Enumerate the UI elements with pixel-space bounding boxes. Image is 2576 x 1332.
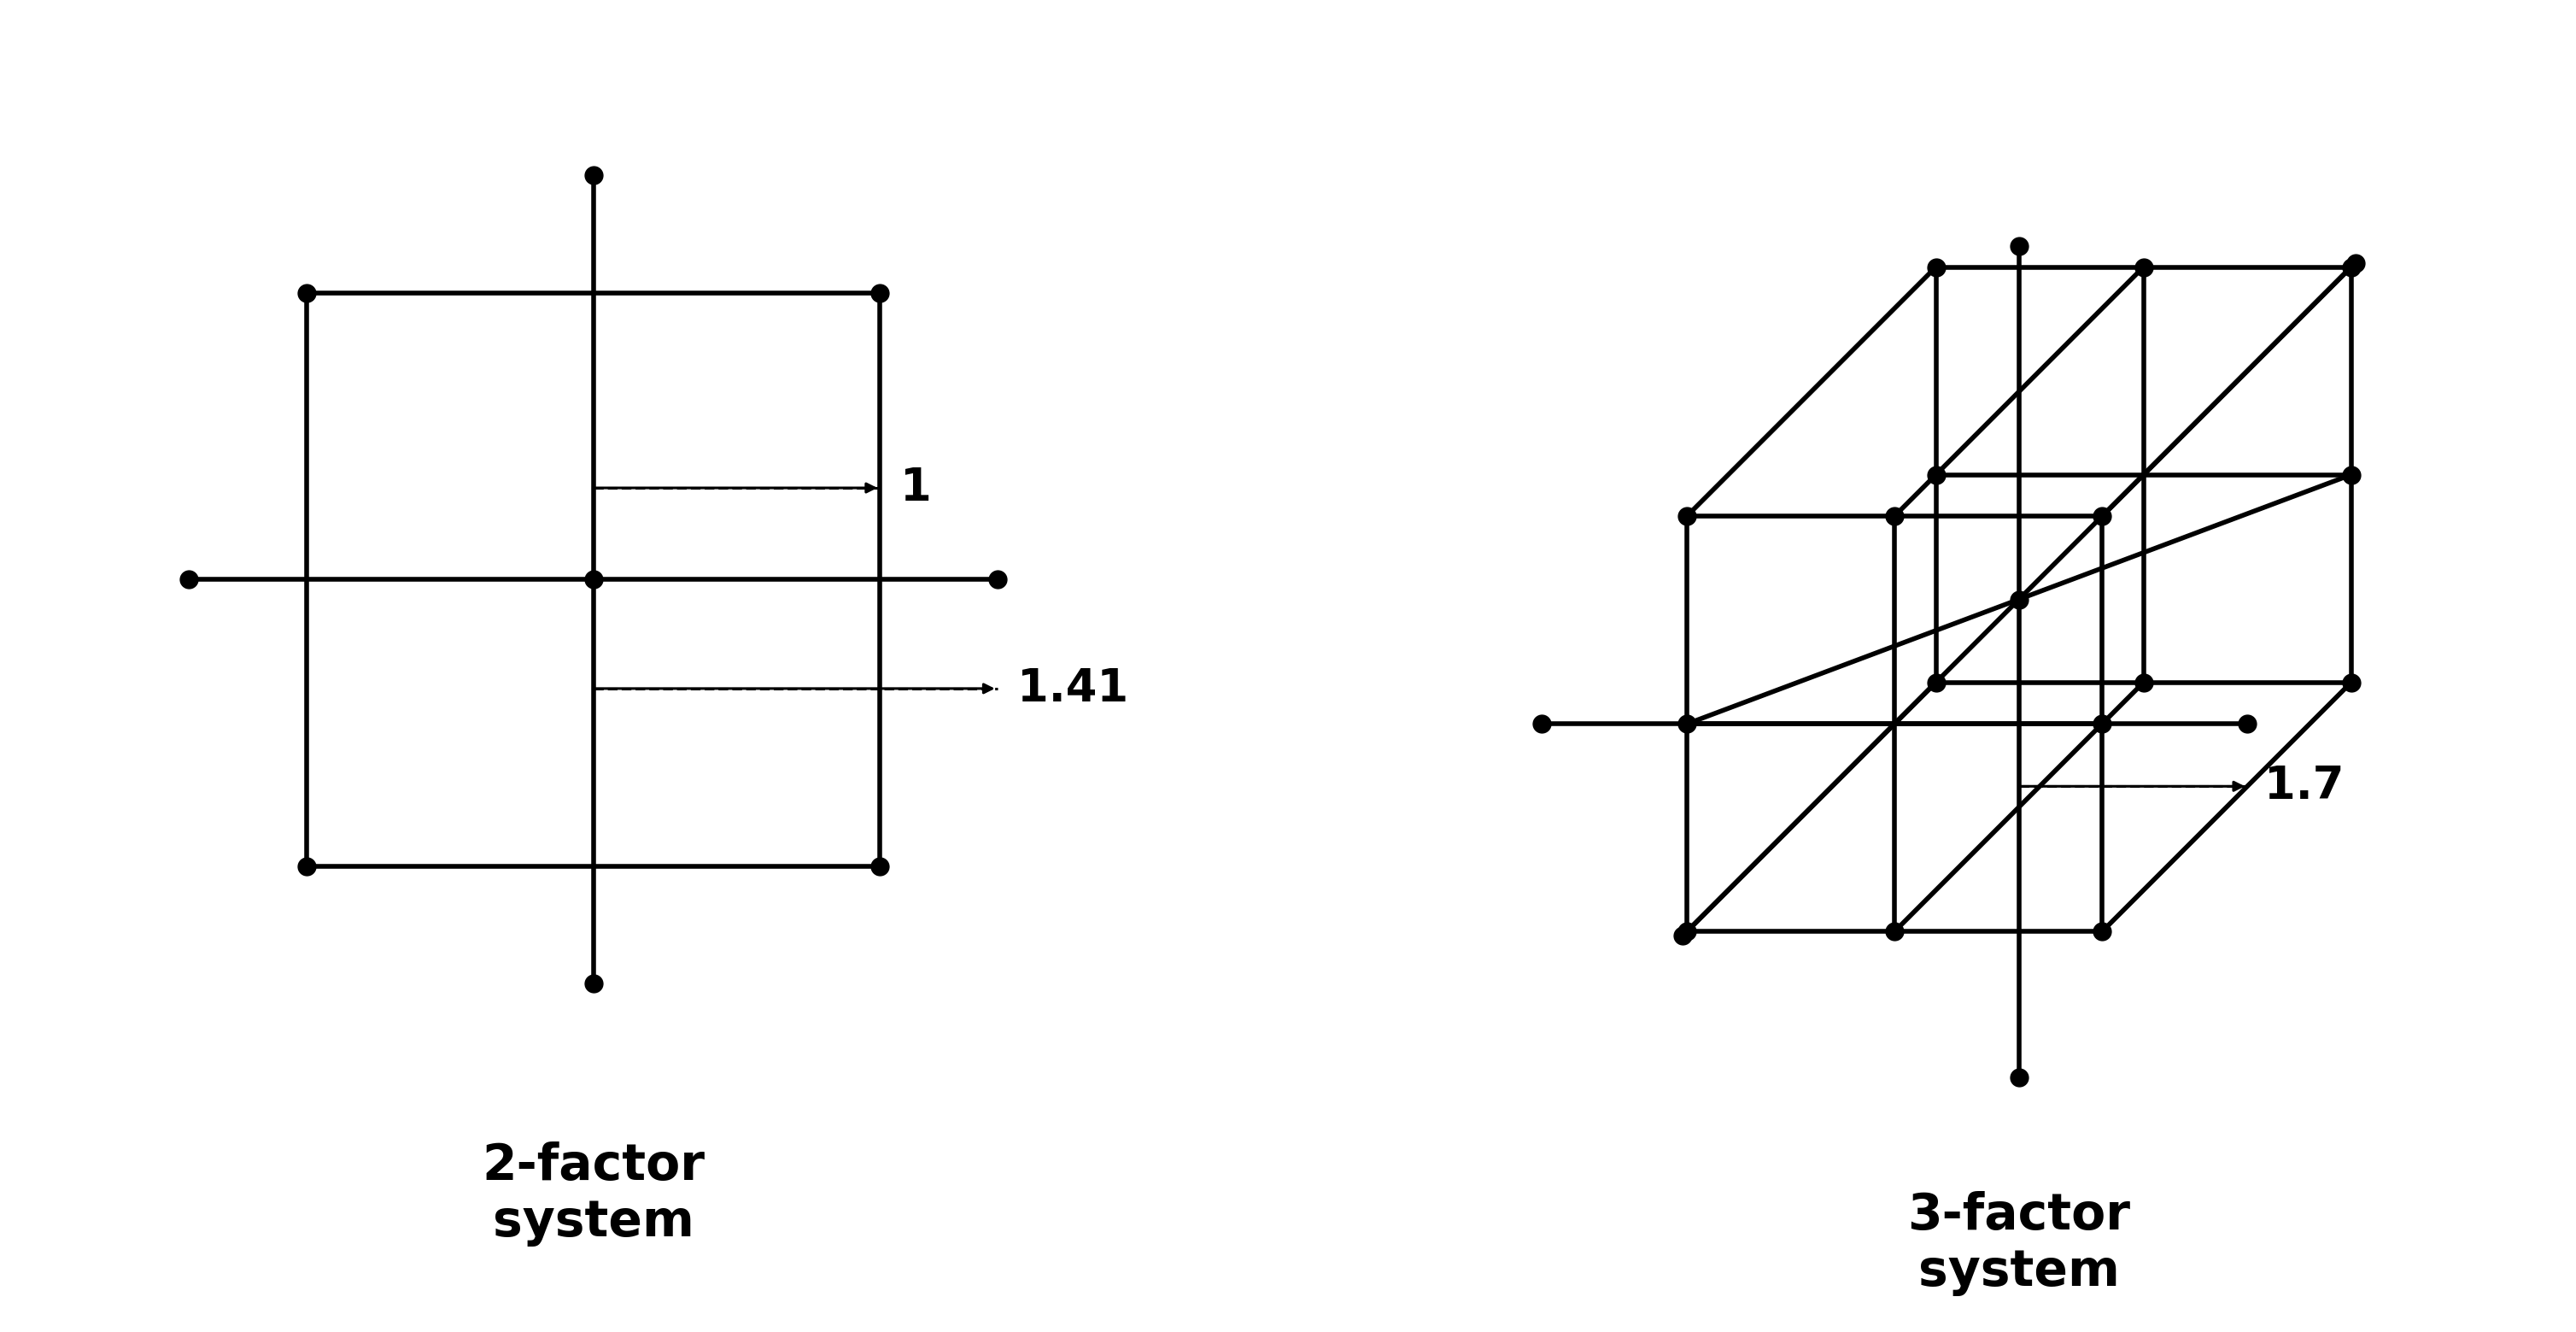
Text: 3-factor
system: 3-factor system (1906, 1191, 2130, 1296)
Text: 1.41: 1.41 (1018, 666, 1128, 711)
Text: 1: 1 (899, 466, 930, 510)
Text: 1.7: 1.7 (2264, 765, 2344, 809)
Text: 2-factor
system: 2-factor system (482, 1142, 706, 1247)
